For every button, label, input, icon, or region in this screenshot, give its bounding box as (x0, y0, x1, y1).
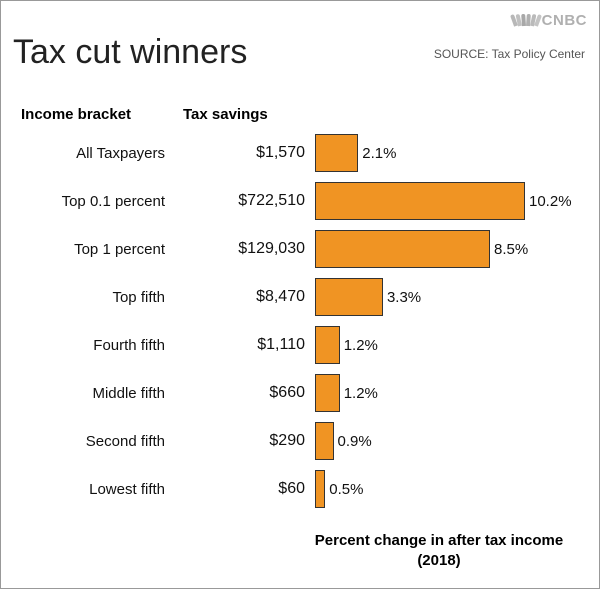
bar (315, 422, 334, 460)
bar-area: 1.2% (315, 369, 587, 417)
percent-label: 0.5% (329, 481, 363, 498)
bar (315, 470, 325, 508)
bar (315, 326, 340, 364)
peacock-icon (514, 14, 538, 26)
table-row: All Taxpayers$1,570 2.1% (13, 129, 587, 177)
bar (315, 374, 340, 412)
source-line: SOURCE: Tax Policy Center (434, 47, 585, 61)
percent-label: 10.2% (529, 193, 572, 210)
table-row: Top 0.1 percent$722,510 10.2% (13, 177, 587, 225)
bracket-label: Top 0.1 percent (13, 193, 183, 210)
savings-label: $129,030 (183, 240, 315, 258)
header-savings: Tax savings (183, 106, 293, 123)
percent-label: 1.2% (344, 337, 378, 354)
bracket-label: Lowest fifth (13, 481, 183, 498)
table-row: Middle fifth$660 1.2% (13, 369, 587, 417)
savings-label: $60 (183, 480, 315, 498)
bracket-label: Middle fifth (13, 385, 183, 402)
savings-label: $1,570 (183, 144, 315, 162)
bar (315, 278, 383, 316)
savings-label: $290 (183, 432, 315, 450)
percent-label: 2.1% (362, 145, 396, 162)
savings-label: $722,510 (183, 192, 315, 210)
axis-label: Percent change in after tax income (2018… (309, 531, 569, 570)
chart-frame: CNBC Tax cut winners SOURCE: Tax Policy … (0, 0, 600, 589)
bar-area: 0.5% (315, 465, 587, 513)
bar-area: 0.9% (315, 417, 587, 465)
table-row: Second fifth$290 0.9% (13, 417, 587, 465)
bracket-label: All Taxpayers (13, 145, 183, 162)
chart-rows: All Taxpayers$1,570 2.1% Top 0.1 percent$7… (13, 129, 587, 513)
bracket-label: Top fifth (13, 289, 183, 306)
percent-label: 1.2% (344, 385, 378, 402)
bar-area: 2.1% (315, 129, 587, 177)
bar-area: 10.2% (315, 177, 587, 225)
header-bracket: Income bracket (13, 106, 183, 123)
bracket-label: Second fifth (13, 433, 183, 450)
bar-area: 3.3% (315, 273, 587, 321)
column-headers: Income bracket Tax savings (13, 106, 587, 123)
bracket-label: Top 1 percent (13, 241, 183, 258)
percent-label: 3.3% (387, 289, 421, 306)
bar-area: 1.2% (315, 321, 587, 369)
table-row: Top 1 percent$129,030 8.5% (13, 225, 587, 273)
table-row: Top fifth$8,470 3.3% (13, 273, 587, 321)
cnbc-logo: CNBC (514, 12, 587, 29)
bar (315, 134, 358, 172)
logo-row: CNBC (13, 9, 587, 31)
bracket-label: Fourth fifth (13, 337, 183, 354)
table-row: Lowest fifth$60 0.5% (13, 465, 587, 513)
cnbc-text: CNBC (542, 12, 587, 29)
percent-label: 0.9% (338, 433, 372, 450)
peacock-feather (521, 14, 526, 26)
bar (315, 182, 525, 220)
bar (315, 230, 490, 268)
bar-area: 8.5% (315, 225, 587, 273)
savings-label: $1,110 (183, 336, 315, 354)
savings-label: $8,470 (183, 288, 315, 306)
percent-label: 8.5% (494, 241, 528, 258)
savings-label: $660 (183, 384, 315, 402)
table-row: Fourth fifth$1,110 1.2% (13, 321, 587, 369)
